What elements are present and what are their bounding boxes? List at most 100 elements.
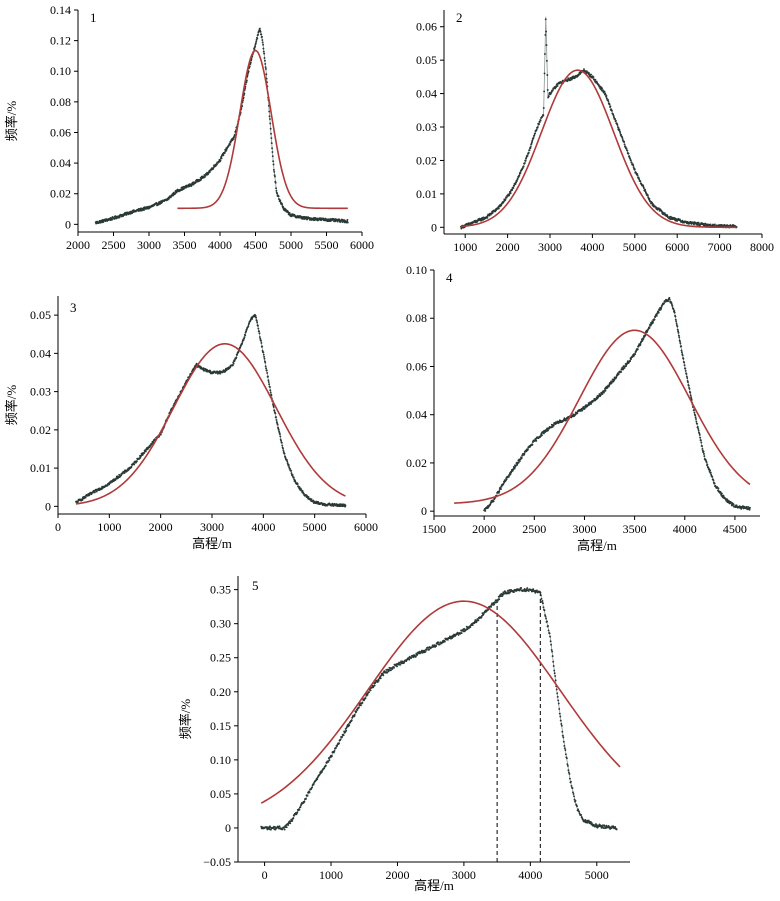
observed-point: [697, 221, 700, 224]
x-tick-label: 1500: [422, 522, 446, 536]
x-tick-label: 2000: [496, 240, 520, 254]
panel-label: 2: [456, 10, 463, 25]
y-tick-label: 0.05: [30, 308, 51, 322]
observed-point: [713, 223, 716, 226]
x-tick-label: 4000: [580, 240, 604, 254]
observed-point: [428, 648, 431, 651]
observed-point: [513, 591, 515, 593]
x-axis-title: 高程/m: [577, 538, 617, 553]
observed-point: [535, 589, 538, 592]
x-tick-label: 4000: [208, 238, 232, 252]
observed-point: [268, 828, 271, 831]
observed-point: [535, 439, 538, 442]
x-tick-label: 5000: [303, 520, 327, 534]
observed-series: [75, 313, 347, 508]
x-tick-label: 0: [55, 520, 61, 534]
y-axis-title: 频率/%: [4, 101, 19, 142]
panel-label: 3: [70, 300, 77, 315]
x-tick-label: 6000: [350, 238, 374, 252]
y-tick-label: 0.05: [210, 787, 231, 801]
observed-point: [383, 670, 386, 673]
observed-point: [111, 218, 113, 221]
panel-label: 5: [252, 578, 259, 593]
y-tick-label: 0.03: [416, 120, 437, 134]
fitted-curve: [177, 49, 348, 210]
observed-point: [283, 828, 286, 831]
y-tick-label: 0: [45, 499, 51, 513]
observed-point: [667, 299, 670, 302]
observed-point: [467, 627, 470, 630]
x-tick-label: 3000: [538, 240, 562, 254]
observed-point: [269, 828, 272, 831]
x-tick-label: 0: [262, 868, 268, 882]
chart-panel-4: 1500 2000 2500 3000 3500 4000 4500 0 0.02 0.04 0.0…: [406, 263, 760, 553]
y-tick-label: 0.25: [210, 651, 231, 665]
x-tick-label: 2000: [149, 520, 173, 534]
chart-panel-2: 1000 2000 3000 4000 5000 6000 7000 8000 0 0.01 0.0…: [416, 10, 774, 254]
x-tick-label: 4500: [244, 238, 268, 252]
observed-point: [508, 589, 511, 592]
observed-point: [324, 217, 327, 220]
observed-point: [457, 633, 460, 636]
observed-series: [260, 587, 618, 831]
fitted-curve: [460, 69, 737, 229]
observed-point: [469, 626, 472, 629]
observed-point: [735, 504, 738, 507]
observed-point: [200, 178, 202, 181]
observed-point: [749, 506, 751, 509]
observed-point: [202, 367, 205, 370]
y-tick-label: 0.35: [210, 583, 231, 597]
fitted-curve: [260, 600, 621, 804]
observed-point: [506, 589, 509, 592]
observed-point: [342, 503, 345, 506]
observed-point: [396, 665, 398, 668]
observed-point: [615, 828, 618, 831]
chart-panel-1: 2000 2500 3000 3500 4000 4500 5000 5500 6000 0 0.0…: [4, 3, 374, 252]
observed-series: [94, 27, 349, 225]
x-tick-label: 4000: [251, 520, 275, 534]
fitted-curve: [75, 343, 346, 505]
x-tick-label: 4000: [673, 522, 697, 536]
y-tick-label: 0: [431, 220, 437, 234]
x-tick-label: 3500: [173, 238, 197, 252]
y-tick-label: 0.14: [50, 3, 71, 17]
observed-point: [274, 825, 276, 828]
y-tick-label: 0.30: [210, 617, 231, 631]
observed-trace: [460, 16, 737, 228]
observed-point: [195, 362, 198, 365]
y-tick-label: 0.15: [210, 719, 231, 733]
observed-point: [493, 603, 496, 606]
observed-point: [534, 591, 537, 594]
observed-point: [605, 824, 608, 827]
observed-point: [435, 644, 438, 647]
observed-point: [122, 215, 125, 218]
observed-point: [600, 826, 603, 829]
x-tick-label: 2000: [66, 238, 90, 252]
observed-trace: [95, 28, 348, 224]
observed-point: [219, 372, 222, 375]
observed-point: [460, 632, 463, 635]
y-tick-label: 0.10: [210, 753, 231, 767]
y-tick-label: 0.01: [30, 461, 51, 475]
x-axis-title: 高程/m: [192, 536, 232, 551]
observed-point: [385, 668, 388, 671]
observed-point: [414, 655, 417, 658]
observed-point: [336, 220, 339, 223]
x-tick-label: 6000: [354, 520, 378, 534]
y-tick-label: 0.04: [406, 408, 427, 422]
observed-point: [526, 587, 529, 590]
y-tick-label: 0: [65, 217, 71, 231]
observed-point: [125, 213, 128, 216]
y-tick-label: 0.06: [50, 125, 71, 139]
observed-point: [438, 643, 441, 646]
y-tick-label: 0.08: [406, 311, 427, 325]
observed-point: [498, 598, 501, 601]
y-tick-label: 0.10: [50, 64, 71, 78]
observed-point: [745, 505, 748, 508]
observed-point: [389, 669, 392, 672]
y-tick-label: 0.06: [406, 359, 427, 373]
observed-point: [427, 646, 429, 649]
observed-series: [460, 16, 738, 230]
observed-point: [437, 641, 440, 644]
